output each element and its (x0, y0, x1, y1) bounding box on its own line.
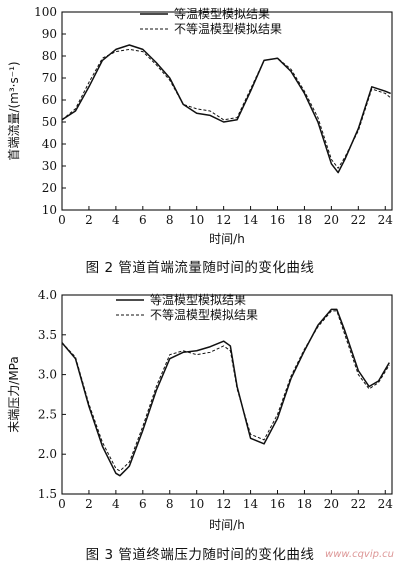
y-tick-label: 2.5 (38, 407, 57, 421)
y-tick-label: 70 (42, 71, 57, 85)
x-tick-label: 4 (112, 213, 120, 227)
x-tick-label: 16 (270, 213, 285, 227)
x-tick-label: 8 (166, 213, 174, 227)
x-tick-label: 16 (270, 497, 285, 511)
y-tick-label: 30 (42, 159, 57, 173)
y-tick-label: 20 (42, 181, 57, 195)
y-tick-label: 1.5 (38, 487, 57, 501)
plot-frame (61, 294, 393, 495)
plot-frame (61, 11, 393, 211)
series-isothermal-line (61, 44, 391, 174)
x-axis-label: 时间/h (209, 518, 245, 532)
x-tick-label: 12 (216, 497, 231, 511)
x-tick-label: 20 (324, 213, 339, 227)
x-tick-label: 2 (85, 497, 93, 511)
legend-label: 等温模型模拟结果 (150, 293, 246, 307)
y-tick-label: 60 (42, 93, 57, 107)
y-axis-label: 末端压力/MPa (7, 356, 21, 432)
x-tick-label: 0 (58, 497, 66, 511)
x-tick-label: 6 (139, 497, 147, 511)
y-tick-label: 80 (42, 49, 57, 63)
y-tick-label: 10 (42, 203, 57, 217)
x-tick-label: 22 (351, 213, 366, 227)
x-tick-label: 14 (243, 213, 259, 227)
x-tick-label: 12 (216, 213, 231, 227)
x-axis-label: 时间/h (209, 232, 245, 246)
x-tick-label: 24 (378, 213, 394, 227)
y-tick-label: 3.0 (38, 368, 57, 382)
x-tick-label: 20 (324, 497, 339, 511)
series-nonisothermal-line (61, 310, 390, 472)
figure-2-caption: 图 2 管道首端流量随时间的变化曲线 (85, 260, 315, 276)
x-tick-label: 10 (189, 213, 204, 227)
x-tick-label: 22 (351, 497, 366, 511)
y-tick-label: 100 (34, 5, 57, 19)
y-tick-label: 4.0 (38, 288, 57, 302)
y-tick-label: 2.0 (38, 447, 57, 461)
y-tick-label: 90 (42, 27, 57, 41)
x-tick-label: 18 (297, 213, 312, 227)
x-tick-label: 0 (58, 213, 66, 227)
legend-label: 不等温模型模拟结果 (174, 22, 282, 36)
x-tick-label: 10 (189, 497, 204, 511)
x-tick-label: 14 (243, 497, 259, 511)
x-tick-label: 2 (85, 213, 93, 227)
y-tick-label: 40 (42, 137, 57, 151)
x-tick-label: 18 (297, 497, 312, 511)
y-axis-label: 首端流量/(m³·s⁻¹) (7, 61, 21, 160)
y-tick-label: 3.5 (38, 328, 57, 342)
series-isothermal-line (61, 308, 390, 477)
y-tick-label: 50 (42, 115, 57, 129)
figure-3-caption: 图 3 管道终端压力随时间的变化曲线 (85, 547, 315, 563)
legend-label: 不等温模型模拟结果 (150, 308, 258, 322)
x-tick-label: 24 (378, 497, 394, 511)
watermark-text: www.cqvip.cu (325, 549, 394, 560)
series-nonisothermal-line (61, 48, 391, 169)
legend-label: 等温模型模拟结果 (174, 7, 270, 21)
flow-rate-chart: 0 2 4 6 8 10 12 14 16 18 20 22 241020304050607080901… (7, 5, 394, 246)
end-pressure-chart: 0 2 4 6 8 10 12 14 16 18 20 22 241.52.02.53.03.54.0时… (7, 288, 394, 532)
x-tick-label: 4 (112, 497, 120, 511)
x-tick-label: 6 (139, 213, 147, 227)
x-tick-label: 8 (166, 497, 174, 511)
